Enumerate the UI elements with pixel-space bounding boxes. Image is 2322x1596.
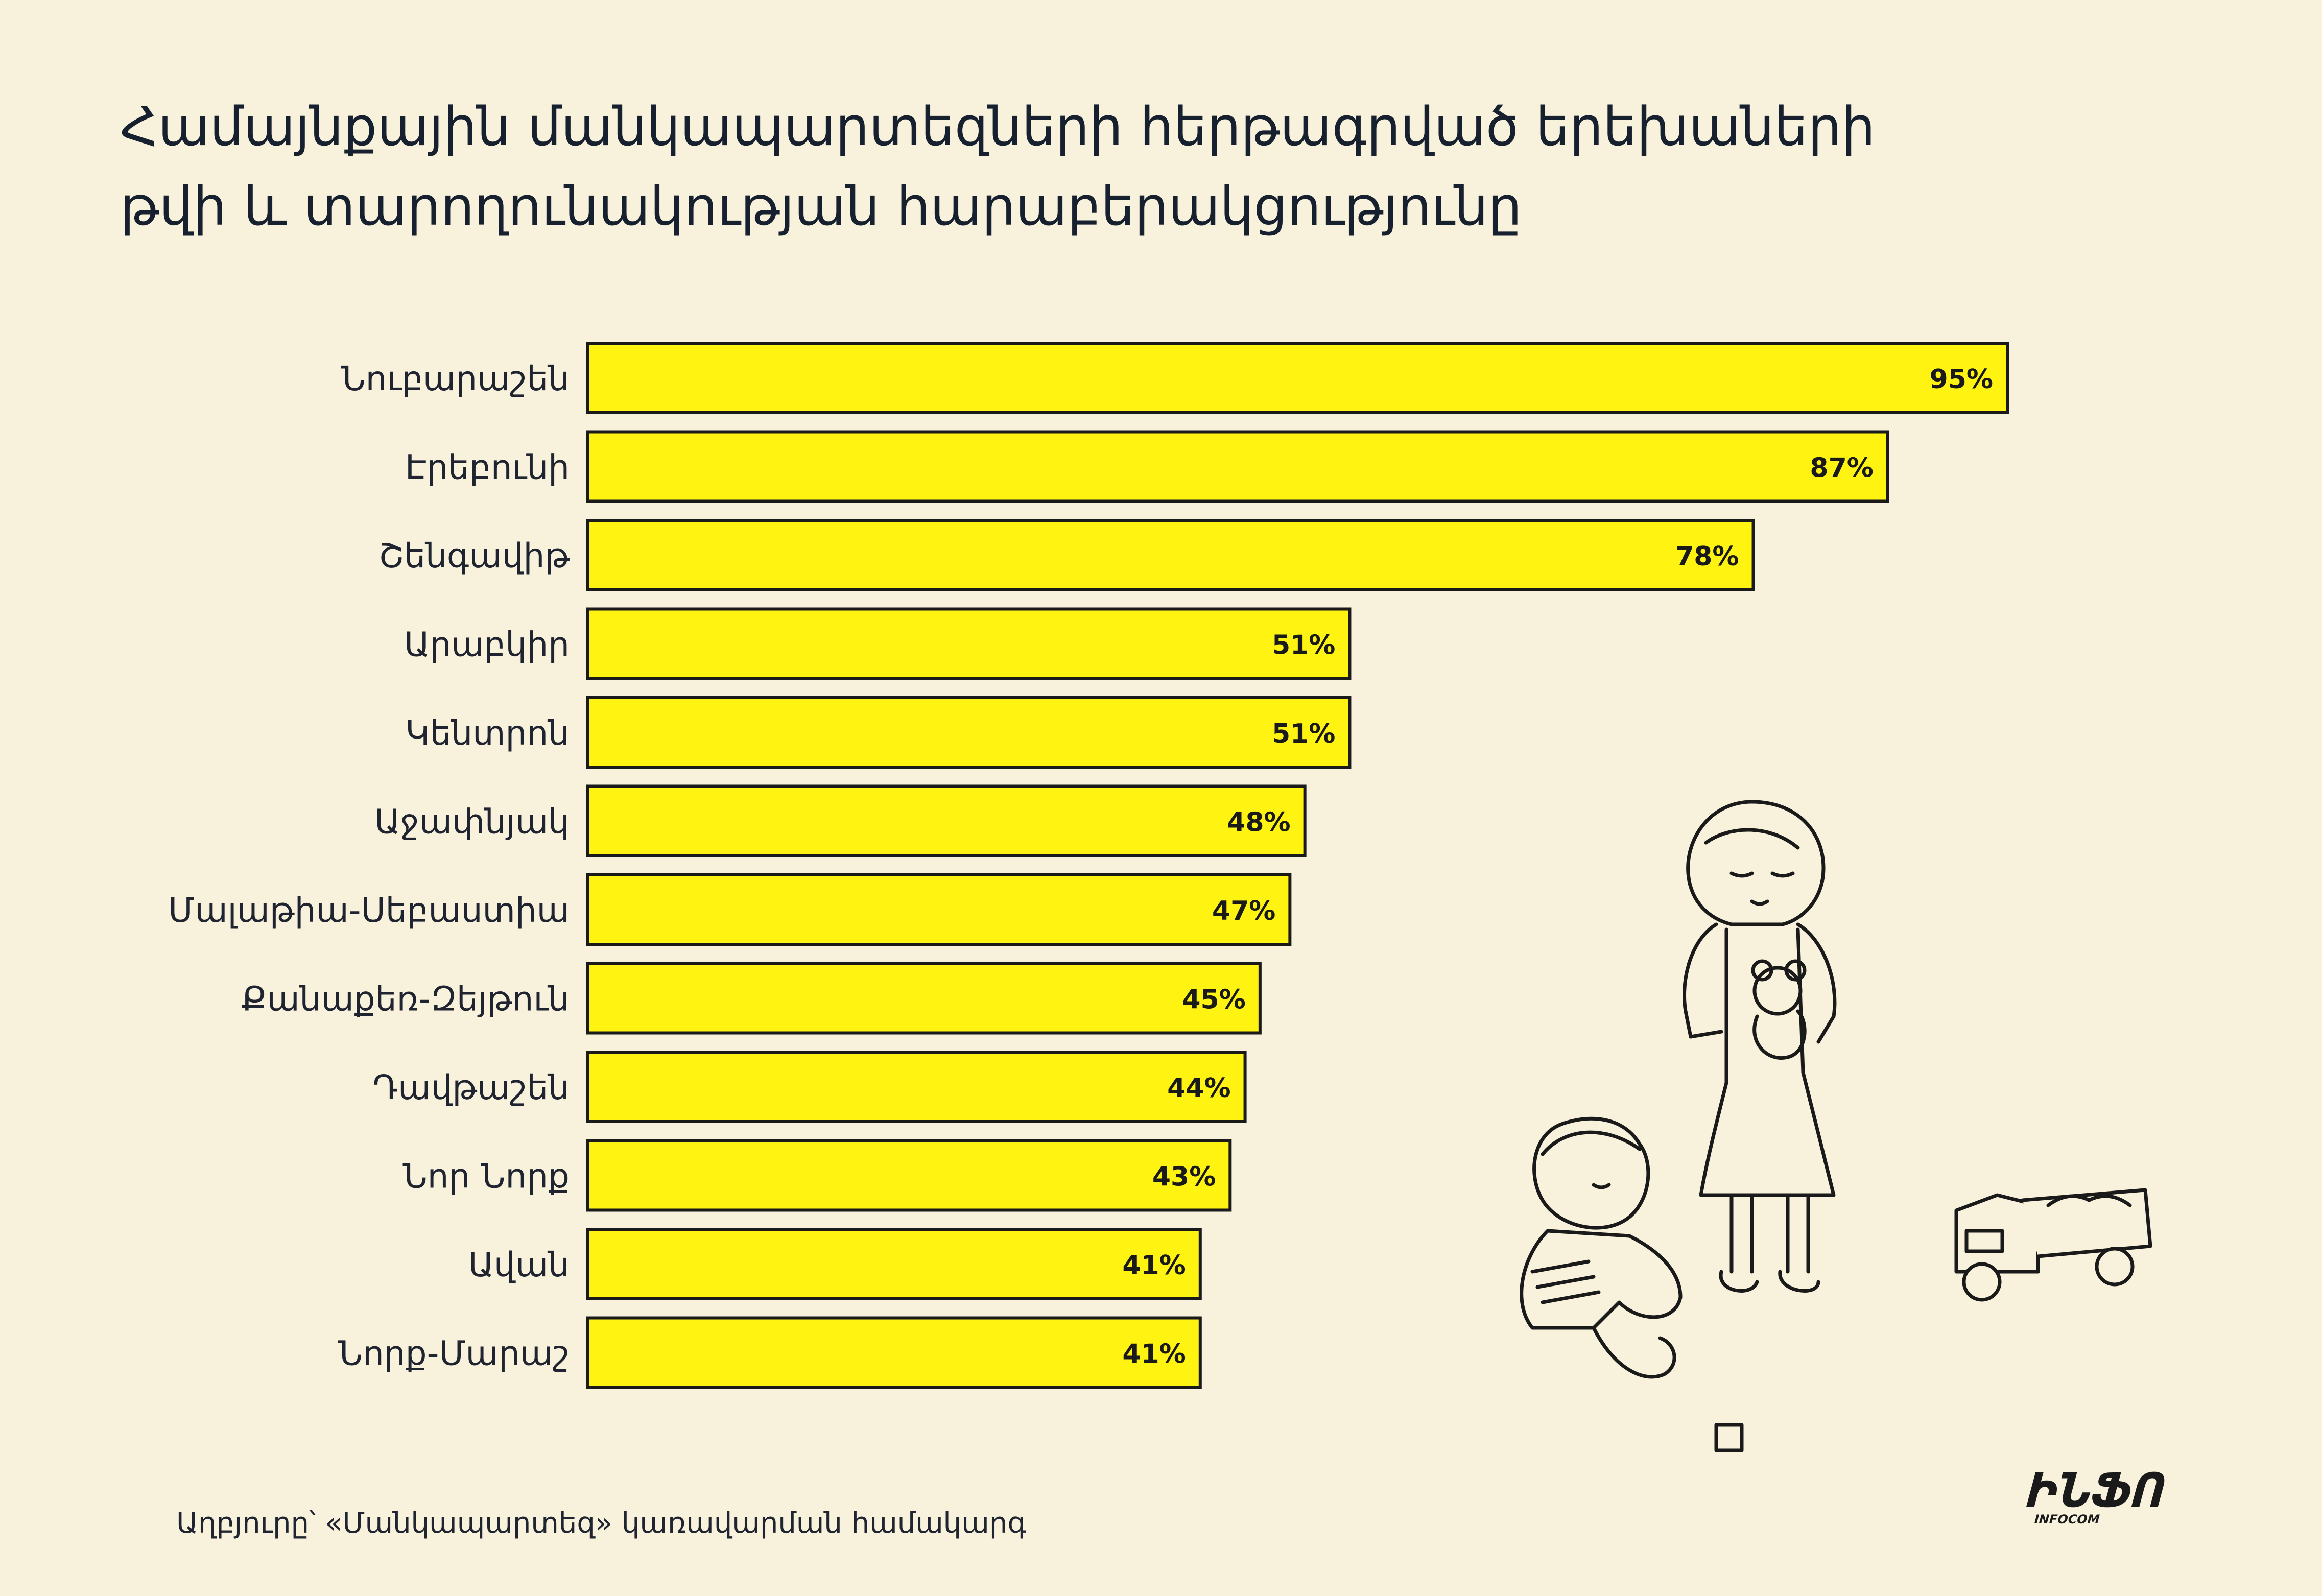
girl-figure bbox=[1683, 800, 1837, 1293]
value-label: 41% bbox=[1122, 1339, 1186, 1370]
category-label: Կենտրոն bbox=[405, 713, 570, 753]
value-label: 51% bbox=[1272, 630, 1335, 661]
bar bbox=[586, 784, 1307, 857]
value-label: 45% bbox=[1182, 985, 1245, 1015]
category-label: Դավթաշեն bbox=[373, 1068, 570, 1107]
bar bbox=[586, 430, 1889, 503]
category-label: Շենգավիթ bbox=[378, 536, 570, 576]
category-label: Աջափնյակ bbox=[374, 802, 570, 842]
boy-figure bbox=[1520, 1116, 1744, 1452]
bar bbox=[586, 519, 1755, 591]
value-label: 41% bbox=[1122, 1250, 1186, 1281]
category-label: Արաբկիր bbox=[404, 625, 570, 664]
bar bbox=[586, 696, 1352, 769]
category-label: Ավան bbox=[468, 1245, 570, 1284]
bar bbox=[586, 1228, 1202, 1300]
bar bbox=[586, 1139, 1232, 1212]
bar bbox=[586, 1316, 1202, 1389]
value-label: 48% bbox=[1227, 807, 1290, 838]
toy-truck bbox=[1954, 1188, 2152, 1302]
value-label: 44% bbox=[1167, 1073, 1230, 1104]
source-note: Աղբյուրը՝ «Մանկապարտեզ» կառավարման համակ… bbox=[176, 1507, 1027, 1540]
category-label: Էրեբունի bbox=[405, 448, 570, 487]
value-label: 51% bbox=[1272, 719, 1335, 749]
bar bbox=[586, 1051, 1247, 1123]
value-label: 78% bbox=[1675, 541, 1739, 572]
category-label: Նոր Նորք bbox=[402, 1157, 570, 1196]
value-label: 47% bbox=[1212, 896, 1275, 926]
chart-title: Համայնքային մանկապարտեզների հերթագրված ե… bbox=[120, 87, 2163, 246]
bar bbox=[586, 342, 2009, 414]
value-label: 95% bbox=[1930, 364, 1993, 395]
category-label: Մալաթիա-Սեբաստիա bbox=[168, 891, 570, 930]
children-illustration bbox=[1520, 800, 2152, 1452]
category-label: Քանաքեռ-Զեյթուն bbox=[241, 980, 570, 1019]
infocom-logo: ԻՆՖՈ INFOCOM bbox=[2020, 1464, 2173, 1527]
category-label: Նորք-Մարաշ bbox=[338, 1334, 570, 1373]
title-line-2: թվի և տարողունակության հարաբերակցություն… bbox=[120, 175, 1522, 237]
logo-wordmark: ԻՆՖՈ bbox=[2020, 1464, 2173, 1518]
value-label: 43% bbox=[1152, 1162, 1216, 1193]
title-line-1: Համայնքային մանկապարտեզների հերթագրված ե… bbox=[120, 96, 1876, 158]
bar bbox=[586, 607, 1352, 680]
bar bbox=[586, 873, 1292, 946]
category-label: Նուբարաշեն bbox=[341, 359, 570, 398]
value-label: 87% bbox=[1810, 453, 1873, 484]
logo-subtext: INFOCOM bbox=[2032, 1512, 2101, 1526]
bar bbox=[586, 962, 1262, 1035]
